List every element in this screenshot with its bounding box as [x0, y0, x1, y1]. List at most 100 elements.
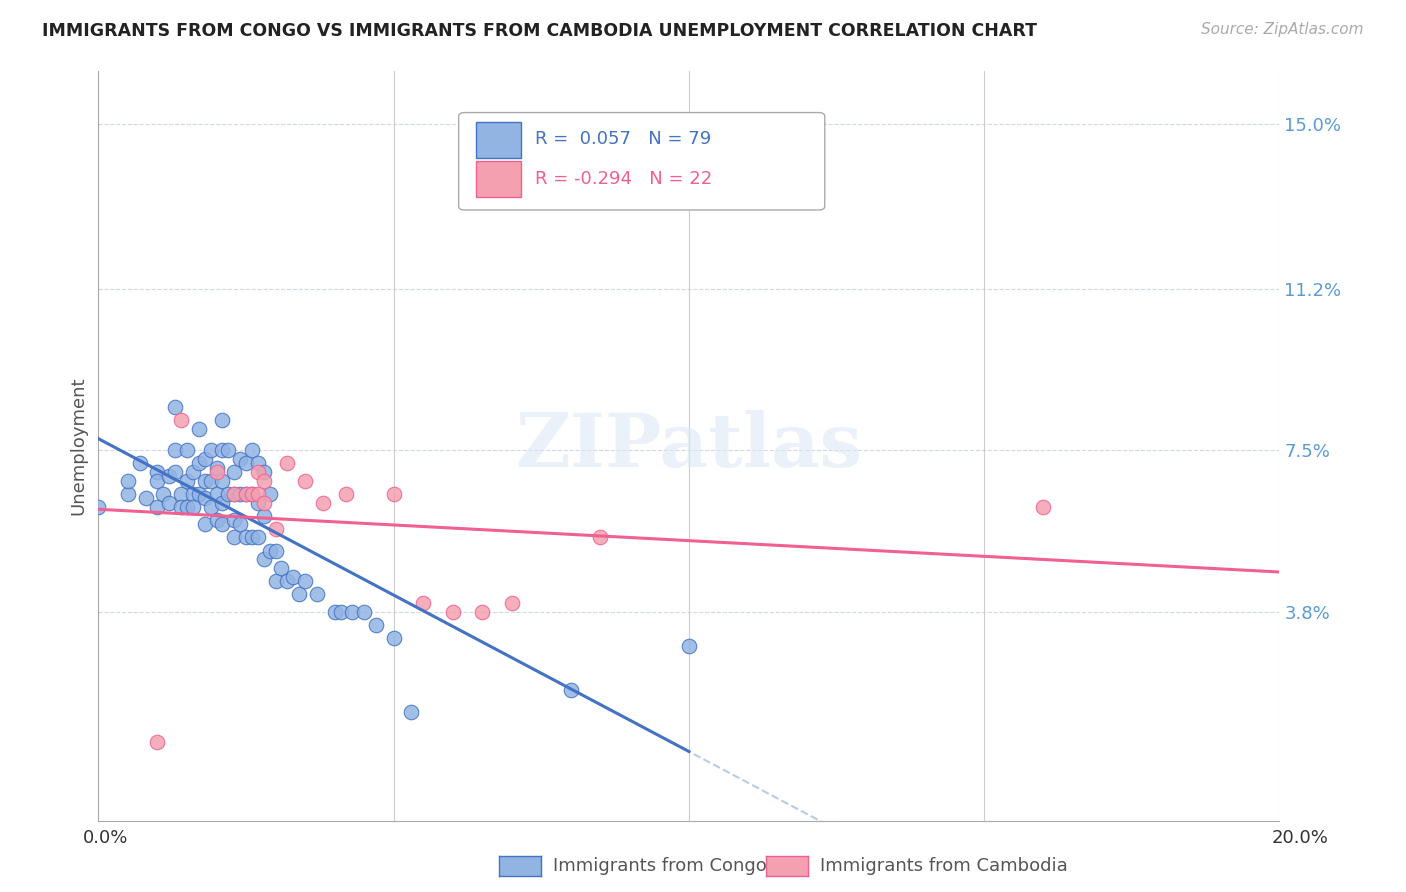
Point — [501, 596, 523, 610]
Point — [217, 487, 239, 501]
Point — [441, 605, 464, 619]
Text: R = -0.294   N = 22: R = -0.294 N = 22 — [536, 169, 713, 187]
Point — [229, 452, 252, 467]
Point — [253, 495, 276, 509]
Point — [323, 605, 346, 619]
Point — [382, 631, 405, 645]
Point — [157, 469, 180, 483]
Point — [87, 500, 110, 514]
Point — [294, 474, 316, 488]
Point — [270, 561, 292, 575]
Point — [235, 531, 257, 545]
Point — [194, 517, 217, 532]
Point — [205, 460, 228, 475]
Point — [235, 487, 257, 501]
Point — [170, 413, 193, 427]
Text: 0.0%: 0.0% — [83, 829, 128, 847]
Point — [240, 443, 263, 458]
Point — [224, 465, 246, 479]
Text: ZIPatlas: ZIPatlas — [516, 409, 862, 483]
Point — [264, 574, 287, 588]
Point — [560, 682, 582, 697]
Point — [170, 487, 193, 501]
Point — [117, 474, 139, 488]
Point — [353, 605, 375, 619]
Point — [194, 474, 217, 488]
Point — [187, 457, 209, 471]
Point — [165, 443, 187, 458]
Point — [471, 605, 494, 619]
Text: 20.0%: 20.0% — [1272, 829, 1329, 847]
Point — [229, 517, 252, 532]
Point — [176, 474, 198, 488]
Point — [678, 640, 700, 654]
Point — [246, 457, 269, 471]
Point — [276, 457, 298, 471]
Y-axis label: Unemployment: Unemployment — [69, 376, 87, 516]
Point — [200, 443, 222, 458]
Point — [211, 474, 233, 488]
Point — [253, 474, 276, 488]
Point — [224, 487, 246, 501]
Point — [200, 500, 222, 514]
Point — [146, 735, 169, 749]
Text: Immigrants from Cambodia: Immigrants from Cambodia — [820, 857, 1067, 875]
Point — [205, 513, 228, 527]
Point — [412, 596, 434, 610]
Point — [246, 465, 269, 479]
Point — [259, 487, 281, 501]
Bar — [477, 161, 522, 197]
Point — [128, 457, 150, 471]
Point — [205, 487, 228, 501]
Point — [217, 443, 239, 458]
Point — [211, 413, 233, 427]
Point — [224, 513, 246, 527]
Point — [146, 465, 169, 479]
Point — [205, 465, 228, 479]
Text: R =  0.057   N = 79: R = 0.057 N = 79 — [536, 130, 711, 148]
Point — [305, 587, 328, 601]
Point — [253, 465, 276, 479]
Point — [246, 495, 269, 509]
FancyBboxPatch shape — [458, 112, 825, 210]
Point — [194, 452, 217, 467]
Point — [176, 443, 198, 458]
Bar — [477, 121, 522, 158]
Point — [135, 491, 157, 506]
Point — [253, 552, 276, 566]
Point — [240, 531, 263, 545]
Point — [224, 531, 246, 545]
Point — [181, 500, 204, 514]
Point — [152, 487, 174, 501]
Point — [235, 487, 257, 501]
Point — [146, 500, 169, 514]
Point — [187, 487, 209, 501]
Point — [294, 574, 316, 588]
Point — [146, 474, 169, 488]
Point — [401, 705, 423, 719]
Text: IMMIGRANTS FROM CONGO VS IMMIGRANTS FROM CAMBODIA UNEMPLOYMENT CORRELATION CHART: IMMIGRANTS FROM CONGO VS IMMIGRANTS FROM… — [42, 22, 1038, 40]
Point — [276, 574, 298, 588]
Point — [229, 487, 252, 501]
Point — [224, 487, 246, 501]
Point — [187, 421, 209, 435]
Point — [194, 491, 217, 506]
Point — [283, 570, 305, 584]
Point — [200, 474, 222, 488]
Point — [211, 495, 233, 509]
Point — [382, 487, 405, 501]
Point — [117, 487, 139, 501]
Point — [259, 543, 281, 558]
Point — [157, 495, 180, 509]
Point — [240, 487, 263, 501]
Point — [364, 617, 387, 632]
Point — [165, 400, 187, 414]
Point — [246, 487, 269, 501]
Point — [312, 495, 335, 509]
Point — [181, 465, 204, 479]
Point — [165, 465, 187, 479]
Text: Source: ZipAtlas.com: Source: ZipAtlas.com — [1201, 22, 1364, 37]
Point — [176, 500, 198, 514]
Point — [342, 605, 364, 619]
Point — [589, 531, 612, 545]
